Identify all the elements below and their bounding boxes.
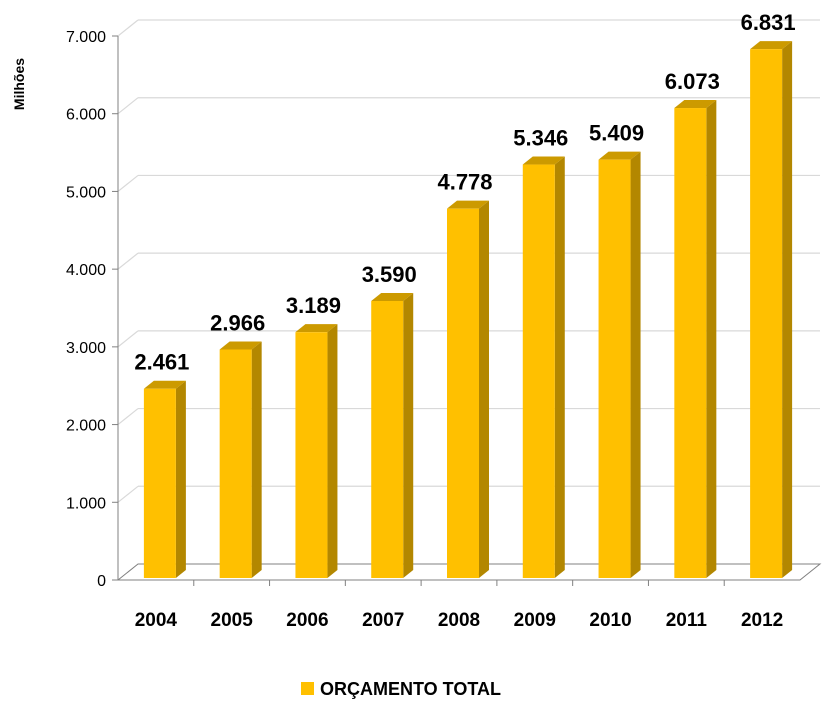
bar [674, 108, 707, 579]
bar-top [219, 341, 262, 350]
x-tick-label: 2012 [741, 610, 783, 631]
x-tick-label: 2006 [286, 610, 328, 631]
y-tick-label: 0 [97, 573, 106, 590]
bar-top [447, 200, 489, 209]
bars [143, 41, 793, 579]
x-tick-label: 2011 [666, 610, 708, 631]
y-tick-label: 7.000 [66, 29, 106, 46]
data-label: 5.346 [513, 126, 568, 151]
bar [750, 49, 783, 578]
gridline-depth [117, 97, 139, 115]
bar-top [598, 151, 641, 160]
bar [447, 208, 479, 578]
data-label: 6.073 [665, 69, 720, 94]
y-tick-label: 1.000 [66, 495, 106, 512]
y-tick-label: 3.000 [66, 340, 106, 357]
y-tick-label: 5.000 [66, 184, 106, 201]
bar-top [750, 41, 793, 50]
x-tick-label: 2008 [438, 610, 480, 631]
data-label: 3.189 [286, 293, 341, 318]
gridline-depth [117, 485, 139, 503]
y-tick-labels: 0 1.000 2.000 3.000 4.000 5.000 6.000 7.000 [66, 29, 106, 590]
bar [143, 388, 176, 578]
x-tick-label: 2004 [135, 610, 178, 631]
gridline-depth [117, 252, 139, 270]
data-label: 4.778 [437, 170, 492, 195]
bar-side [479, 200, 489, 578]
data-label: 6.831 [741, 10, 796, 35]
y-tick-label: 6.000 [66, 107, 106, 124]
gridline-depth [117, 408, 139, 426]
bar-top [295, 324, 338, 333]
x-tick-label: 2005 [211, 610, 254, 631]
data-label: 2.461 [134, 350, 189, 375]
y-axis-title: Milhões [11, 58, 27, 110]
bar-side [175, 380, 186, 578]
gridline-depth [117, 19, 139, 37]
bar-side [782, 41, 793, 578]
bar [598, 159, 631, 578]
x-tick-label: 2010 [589, 610, 631, 631]
bar [295, 332, 328, 578]
bar-side [706, 100, 717, 579]
data-label: 5.409 [589, 121, 644, 146]
bar-side [327, 324, 338, 578]
legend-label: ORÇAMENTO TOTAL [320, 679, 501, 699]
gridline-depth [117, 330, 139, 348]
gridline-depth [117, 174, 139, 192]
y-tick-label: 4.000 [66, 262, 106, 279]
bar [371, 301, 404, 578]
data-labels: 2.461 2.966 3.189 3.590 4.778 5.346 5.409 6.073… [134, 10, 795, 375]
x-tick-label: 2007 [362, 610, 404, 631]
bar-top [143, 380, 186, 389]
bar-side [403, 293, 414, 578]
bar-side [630, 151, 641, 578]
data-label: 3.590 [362, 262, 417, 287]
data-label: 2.966 [210, 310, 265, 335]
bar-top [522, 156, 565, 165]
x-tick-labels: 2004 2005 2006 2007 2008 2009 2010 2011 2012 [135, 610, 784, 631]
legend: ORÇAMENTO TOTAL [301, 679, 501, 699]
bar-top [371, 293, 414, 302]
bar [522, 164, 555, 578]
axes [112, 35, 822, 586]
x-tick-label: 2009 [514, 610, 556, 631]
bar [219, 349, 252, 578]
legend-swatch [301, 682, 314, 695]
bar-top [674, 100, 717, 109]
bar-side [554, 156, 565, 578]
y-tick-label: 2.000 [66, 418, 106, 435]
bar-side [251, 341, 262, 578]
